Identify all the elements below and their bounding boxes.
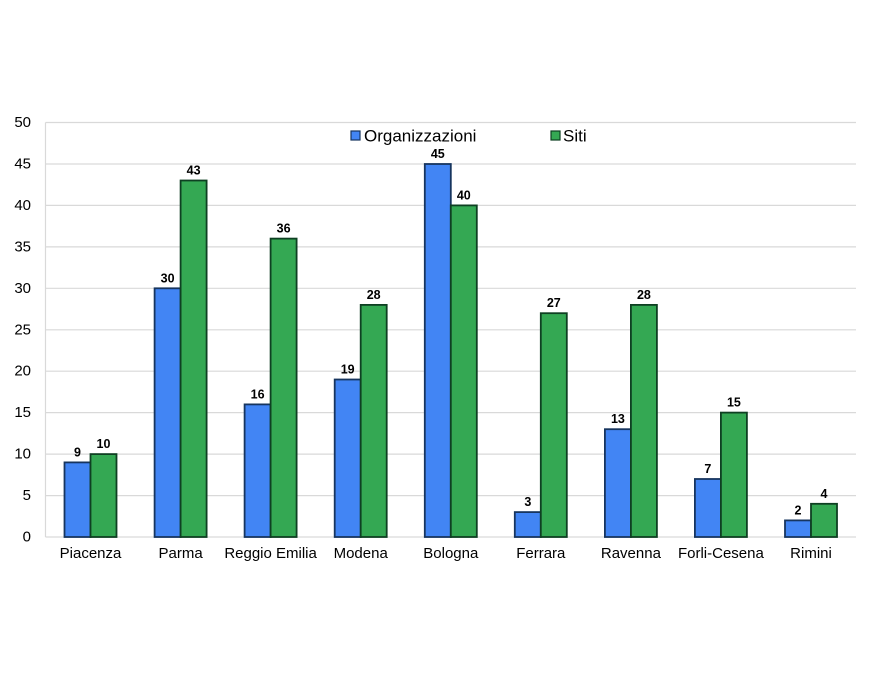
- svg-text:28: 28: [367, 288, 381, 302]
- svg-text:35: 35: [14, 238, 31, 255]
- svg-text:16: 16: [251, 387, 265, 401]
- svg-text:5: 5: [23, 487, 31, 504]
- svg-text:Parma: Parma: [159, 545, 204, 562]
- svg-text:10: 10: [97, 437, 111, 451]
- svg-text:Reggio Emilia: Reggio Emilia: [224, 545, 317, 562]
- svg-text:4: 4: [821, 487, 828, 501]
- svg-text:Bologna: Bologna: [423, 545, 479, 562]
- svg-text:Rimini: Rimini: [790, 545, 832, 562]
- svg-text:Organizzazioni: Organizzazioni: [364, 126, 476, 145]
- svg-text:15: 15: [727, 396, 741, 410]
- svg-text:Siti: Siti: [563, 126, 587, 145]
- svg-text:9: 9: [74, 445, 81, 459]
- svg-text:50: 50: [14, 114, 31, 131]
- svg-text:25: 25: [14, 321, 31, 338]
- svg-text:Ravenna: Ravenna: [601, 545, 662, 562]
- svg-text:2: 2: [795, 503, 802, 517]
- svg-text:Ferrara: Ferrara: [516, 545, 566, 562]
- svg-text:40: 40: [457, 188, 471, 202]
- svg-text:27: 27: [547, 296, 561, 310]
- svg-text:13: 13: [611, 412, 625, 426]
- svg-text:7: 7: [704, 462, 711, 476]
- svg-text:30: 30: [161, 271, 175, 285]
- svg-text:3: 3: [524, 495, 531, 509]
- svg-text:15: 15: [14, 404, 31, 421]
- svg-text:40: 40: [14, 197, 31, 214]
- svg-text:45: 45: [14, 156, 31, 173]
- svg-text:43: 43: [187, 164, 201, 178]
- svg-text:20: 20: [14, 363, 31, 380]
- svg-text:Piacenza: Piacenza: [60, 545, 122, 562]
- svg-text:36: 36: [277, 222, 291, 236]
- svg-text:28: 28: [637, 288, 651, 302]
- svg-text:19: 19: [341, 363, 355, 377]
- svg-text:0: 0: [23, 529, 31, 546]
- svg-text:Forli-Cesena: Forli-Cesena: [678, 545, 765, 562]
- svg-text:10: 10: [14, 446, 31, 463]
- svg-text:Modena: Modena: [334, 545, 389, 562]
- svg-text:30: 30: [14, 280, 31, 297]
- svg-text:45: 45: [431, 147, 445, 161]
